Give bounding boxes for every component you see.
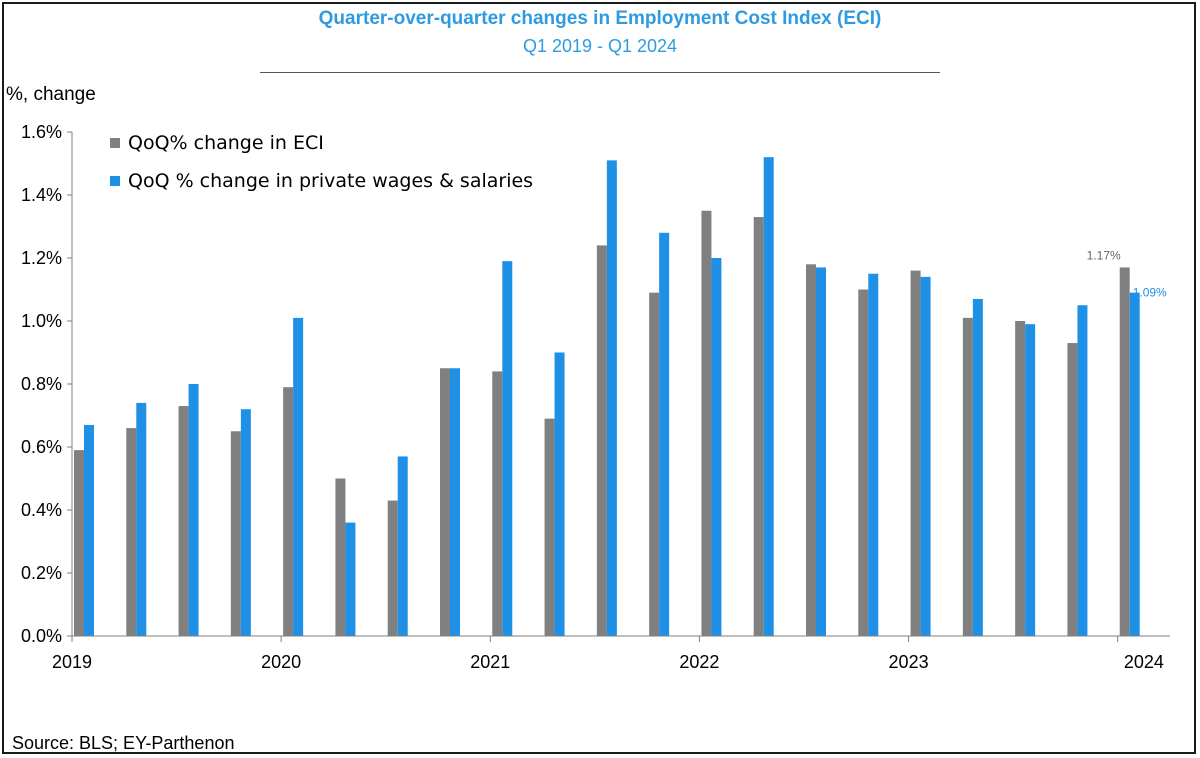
bar-eci bbox=[126, 428, 137, 636]
chart-title: Quarter-over-quarter changes in Employme… bbox=[318, 8, 882, 29]
bar-wages bbox=[763, 157, 774, 636]
bar-eci bbox=[910, 270, 921, 636]
bar-wages bbox=[972, 298, 983, 636]
bar-eci bbox=[649, 292, 660, 636]
y-tick-label: 1.6% bbox=[21, 122, 62, 142]
data-label: 1.17% bbox=[1087, 248, 1121, 262]
bar-eci bbox=[1119, 267, 1130, 636]
y-tick-label: 0.0% bbox=[21, 626, 62, 646]
bar-eci bbox=[962, 317, 973, 636]
bar-wages bbox=[554, 352, 565, 636]
bar-eci bbox=[701, 210, 712, 636]
bar-eci bbox=[283, 387, 294, 636]
x-tick-label: 2023 bbox=[889, 652, 929, 672]
x-tick-label: 2024 bbox=[1124, 652, 1164, 672]
source-note: Source: BLS; EY-Parthenon bbox=[12, 733, 235, 753]
bar-wages bbox=[606, 160, 617, 636]
bar-wages bbox=[397, 456, 408, 636]
bar-eci bbox=[1015, 321, 1026, 636]
bar-wages bbox=[240, 409, 251, 636]
bar-eci bbox=[178, 406, 189, 636]
bar-eci bbox=[806, 264, 816, 636]
bar-wages bbox=[1077, 305, 1088, 636]
bar-eci bbox=[387, 500, 398, 636]
y-tick-label: 1.2% bbox=[21, 248, 62, 268]
bar-wages bbox=[188, 384, 199, 636]
bar-wages bbox=[711, 258, 722, 636]
bar-eci bbox=[1067, 343, 1078, 636]
bar-wages bbox=[136, 402, 147, 636]
bar-wages bbox=[1025, 324, 1036, 636]
legend-label: QoQ% change in ECI bbox=[128, 132, 324, 154]
bar-wages bbox=[659, 232, 670, 637]
bar-wages bbox=[502, 261, 513, 636]
bar-eci bbox=[492, 371, 503, 636]
bar-eci bbox=[230, 431, 241, 636]
labels-group: 1.17% 1.09% bbox=[1087, 248, 1167, 299]
axes-group: 0.0% 0.2% 0.4% 0.6% 0.8% 1.0% 1.2% 1.4% 1.6% 2019… bbox=[21, 122, 1170, 672]
bar-eci bbox=[753, 217, 764, 637]
legend-swatch bbox=[110, 176, 120, 186]
data-label: 1.09% bbox=[1133, 286, 1167, 300]
y-tick-label: 0.4% bbox=[21, 500, 62, 520]
bar-eci bbox=[858, 289, 869, 636]
y-tick-label: 0.8% bbox=[21, 374, 62, 394]
y-axis-label: %, change bbox=[6, 84, 96, 105]
bar-wages bbox=[1129, 292, 1140, 636]
x-tick-label: 2022 bbox=[679, 652, 719, 672]
bar-eci bbox=[335, 478, 346, 636]
x-tick-label: 2021 bbox=[470, 652, 510, 672]
title-divider bbox=[260, 72, 940, 73]
bar-wages bbox=[816, 267, 826, 636]
chart-subtitle: Q1 2019 - Q1 2024 bbox=[522, 36, 678, 56]
bar-eci bbox=[440, 368, 450, 636]
y-tick-label: 1.0% bbox=[21, 311, 62, 331]
bar-wages bbox=[868, 273, 879, 636]
legend-swatch bbox=[110, 138, 120, 148]
y-tick-label: 1.4% bbox=[21, 185, 62, 205]
y-tick-label: 0.6% bbox=[21, 437, 62, 457]
x-tick-label: 2020 bbox=[261, 652, 301, 672]
legend-label: QoQ % change in private wages & salaries bbox=[128, 170, 533, 192]
bar-wages bbox=[450, 368, 460, 636]
bar-wages bbox=[293, 317, 304, 636]
bar-wages bbox=[84, 424, 94, 636]
x-tick-label: 2019 bbox=[52, 652, 92, 672]
bar-wages bbox=[920, 276, 931, 636]
bar-wages bbox=[345, 522, 356, 636]
bar-eci bbox=[596, 245, 607, 636]
legend: QoQ% change in ECI QoQ % change in privat… bbox=[110, 132, 533, 192]
bars-group bbox=[74, 157, 1140, 637]
bar-eci bbox=[544, 418, 555, 636]
y-tick-label: 0.2% bbox=[21, 563, 62, 583]
bar-eci bbox=[74, 450, 84, 636]
